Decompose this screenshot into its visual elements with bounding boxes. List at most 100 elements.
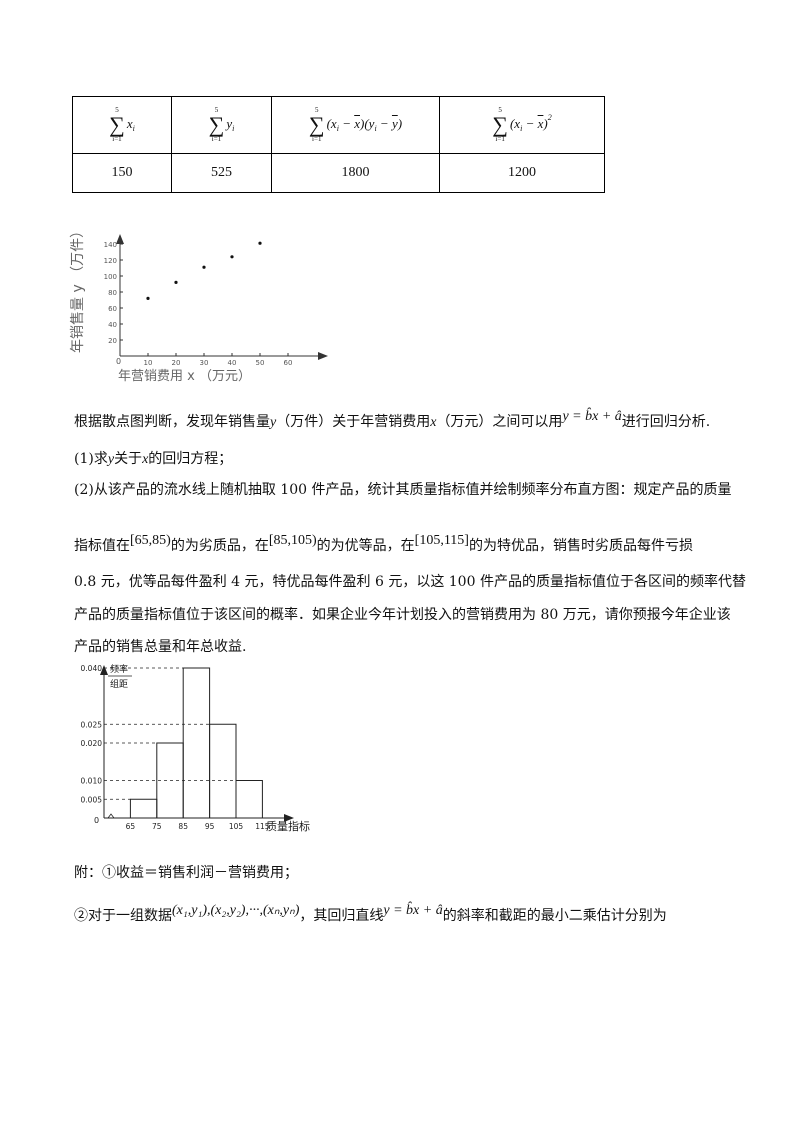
header-sum-square: 5 ∑ i=1 (xi − x)2	[439, 96, 605, 154]
x-tick-label: 75	[152, 822, 162, 831]
x-tick-label: 105	[229, 822, 244, 831]
y-tick-label: 0.025	[81, 720, 103, 729]
question-2-line-2: 指标值在[65,85)的为劣质品，在[85,105)的为优等品，在[105,11…	[74, 533, 693, 554]
x-axis-arrow	[318, 352, 328, 360]
header-sum-x: 5 ∑ i=1 xi	[72, 96, 172, 154]
y-tick-label: 0.020	[81, 739, 103, 748]
text-run: (1)求	[74, 451, 108, 467]
table-value-row: 150 525 1800 1200	[72, 153, 605, 193]
table-header-row: 5 ∑ i=1 xi 5 ∑ i=1 yi 5 ∑ i=1 (xi − x)(yi − y) 5 ∑…	[72, 96, 605, 154]
histogram-origin: 0	[94, 816, 99, 825]
scatter-point	[146, 296, 150, 300]
text-run: 的为优等品，在	[316, 538, 415, 554]
question-1: (1)求y关于x的回归方程；	[74, 452, 232, 467]
y-tick-label: 60	[108, 305, 117, 313]
y-axis-arrow	[100, 665, 108, 675]
text-run: 指标值在	[74, 538, 130, 554]
interval-2: [85,105)	[268, 533, 317, 548]
histogram-dashed-lines	[104, 667, 236, 800]
scatter-point	[174, 280, 178, 284]
histogram-axes	[100, 665, 294, 822]
scatter-point	[258, 241, 262, 245]
scatter-point	[230, 255, 234, 259]
histogram-y-label-bottom: 组距	[110, 678, 128, 690]
scatter-y-ticks: 20 40 60 80 100 120 140	[104, 241, 123, 345]
histogram-x-ticks: 65 75 85 95 105 115	[126, 822, 270, 831]
scatter-x-ticks: 10 20 30 40 50 60	[144, 353, 293, 367]
y-tick-label: 0.005	[81, 795, 103, 804]
x-tick-label: 10	[144, 359, 153, 367]
histogram-bar	[182, 667, 211, 819]
question-2-line-5: 产品的销售总量和年总收益.	[74, 639, 247, 655]
table-cell: 525	[171, 153, 272, 193]
x-axis-arrow	[284, 814, 294, 822]
question-2-line-4: 产品的质量指标值位于该区间的概率．如果企业今年计划投入的营销费用为 80 万元，…	[74, 607, 731, 623]
scatter-origin: 0	[116, 357, 121, 366]
y-tick-label: 0.010	[81, 777, 103, 786]
text-run: 的斜率和截距的最小二乘估计分别为	[442, 908, 667, 924]
text-run: （万件）关于年营销费用	[276, 414, 431, 430]
y-tick-label: 140	[104, 241, 117, 249]
text-run: 进行回归分析.	[621, 414, 711, 430]
histogram-bar	[235, 780, 263, 819]
var-y: y	[107, 452, 115, 467]
x-tick-label: 65	[126, 822, 136, 831]
x-tick-label: 95	[205, 822, 215, 831]
interval-3: [105,115]	[414, 533, 469, 548]
x-tick-label: 50	[256, 359, 265, 367]
y-tick-label: 120	[104, 257, 117, 265]
var-x: x	[142, 452, 149, 467]
text-run: 关于	[114, 451, 143, 467]
statistics-table: 5 ∑ i=1 xi 5 ∑ i=1 yi 5 ∑ i=1 (xi − x)(yi − y) 5 ∑…	[72, 96, 605, 193]
y-tick-label: 80	[108, 289, 117, 297]
text-run: 的为特优品，销售时劣质品每件亏损	[468, 538, 693, 554]
text-run: 根据散点图判断，发现年销售量	[74, 414, 270, 430]
histogram-y-ticks: 0.040 0.025 0.020 0.010 0.005	[81, 664, 103, 804]
text-run: ，其回归直线	[299, 908, 384, 924]
x-tick-label: 60	[284, 359, 293, 367]
var-x: x	[430, 415, 437, 430]
text-run: （万元）之间可以用	[436, 414, 563, 430]
histogram-bar	[209, 723, 237, 819]
intro-paragraph: 根据散点图判断，发现年销售量y（万件）关于年营销费用x（万元）之间可以用y = …	[74, 410, 710, 430]
histogram-y-label-top: 频率	[110, 663, 128, 675]
y-tick-label: 40	[108, 321, 117, 329]
x-tick-label: 30	[200, 359, 209, 367]
axis-break-mark	[107, 813, 115, 819]
scatter-point	[202, 265, 206, 269]
regression-formula: y = b̂x + â	[562, 409, 622, 424]
histogram-x-label: 质量指标	[266, 819, 310, 833]
x-tick-label: 20	[172, 359, 181, 367]
scatter-plot: 20 40 60 80 100 120 140 10 20 30 40 50 60 年销售量 y （万…	[70, 228, 328, 384]
text-run: ②对于一组数据	[74, 908, 172, 924]
question-2-line-1: (2)从该产品的流水线上随机抽取 100 件产品，统计其质量指标值并绘制频率分布…	[74, 482, 732, 498]
header-sum-y: 5 ∑ i=1 yi	[171, 96, 272, 154]
y-tick-label: 0.040	[81, 664, 103, 673]
scatter-points	[146, 241, 262, 300]
table-cell: 150	[72, 153, 172, 193]
x-tick-label: 40	[228, 359, 237, 367]
x-tick-label: 115	[255, 822, 270, 831]
frequency-histogram: 0.040 0.025 0.020 0.010 0.005 65 75 85 95 105 115…	[81, 663, 310, 833]
x-tick-label: 85	[178, 822, 188, 831]
note-1: 附：①收益＝销售利润－营销费用；	[74, 865, 298, 881]
table-cell: 1200	[439, 153, 605, 193]
note-2: ②对于一组数据(x₁,y₁),(x₂,y₂),···,(xₙ,yₙ)，其回归直线…	[74, 903, 667, 924]
header-sum-cross: 5 ∑ i=1 (xi − x)(yi − y)	[271, 96, 440, 154]
y-tick-label: 100	[104, 273, 117, 281]
scatter-axes	[116, 234, 328, 360]
table-cell: 1800	[271, 153, 440, 193]
var-y: y	[270, 415, 277, 430]
histogram-bars	[129, 667, 263, 819]
interval-1: [65,85)	[130, 533, 171, 548]
y-tick-label: 20	[108, 337, 117, 345]
y-axis-arrow	[116, 234, 124, 244]
histogram-bar	[129, 798, 158, 819]
text-run: 的为劣质品，在	[170, 538, 269, 554]
regression-formula: y = b̂x + â	[383, 903, 443, 918]
text-run: 的回归方程；	[148, 451, 233, 467]
data-pairs: (x₁,y₁),(x₂,y₂),···,(xₙ,yₙ)	[172, 903, 300, 918]
scatter-y-axis-label: 年销售量 y （万件）	[70, 228, 86, 353]
scatter-x-axis-label: 年营销费用 x （万元）	[118, 369, 251, 384]
question-2-line-3: 0.8 元，优等品每件盈利 4 元，特优品每件盈利 6 元，以这 100 件产品…	[74, 574, 746, 590]
